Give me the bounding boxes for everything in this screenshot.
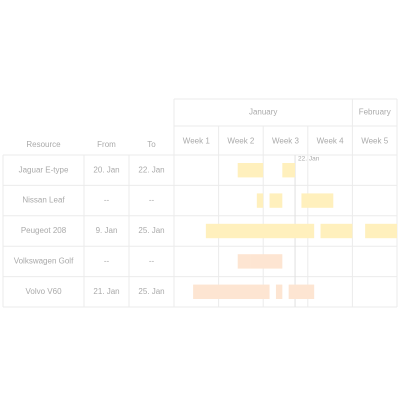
booking-bar	[269, 193, 283, 208]
booking-bars	[193, 163, 397, 299]
from-cell: --	[104, 196, 110, 205]
column-header-from: From	[97, 140, 116, 149]
from-cell: 9. Jan	[96, 226, 118, 235]
to-cell: 22. Jan	[138, 165, 164, 174]
current-date-label: 22. Jan	[298, 156, 320, 163]
booking-bar	[282, 163, 296, 178]
from-cell: 20. Jan	[93, 165, 119, 174]
booking-bar	[237, 163, 264, 178]
to-cell: 25. Jan	[138, 287, 164, 296]
from-cell: --	[104, 257, 110, 266]
column-header-to: To	[147, 140, 156, 149]
week-label: Week 3	[272, 137, 300, 146]
from-cell: 21. Jan	[93, 287, 119, 296]
to-cell: --	[149, 257, 155, 266]
booking-bar	[288, 284, 315, 299]
booking-bar	[205, 223, 315, 239]
booking-bar	[256, 193, 264, 208]
to-cell: 25. Jan	[138, 226, 164, 235]
chart-labels: January February Week 1 Week 2 Week 3 Week 4 W…	[14, 108, 391, 296]
week-label: Week 2	[227, 137, 255, 146]
month-label: January	[249, 108, 277, 117]
resource-cell: Nissan Leaf	[22, 196, 65, 205]
booking-bar	[301, 193, 334, 208]
column-header-resource: Resource	[26, 140, 61, 149]
grid-lines	[2, 98, 398, 308]
resource-cell: Volkswagen Golf	[14, 257, 74, 266]
booking-bar	[237, 254, 251, 269]
booking-bar	[365, 223, 397, 239]
resource-cell: Volvo V60	[25, 287, 62, 296]
booking-bar	[320, 223, 353, 239]
booking-bar	[275, 284, 283, 299]
resource-cell: Peugeot 208	[21, 226, 67, 235]
month-label: February	[359, 108, 391, 117]
to-cell: --	[149, 196, 155, 205]
week-label: Week 4	[317, 137, 345, 146]
booking-bar	[193, 284, 270, 299]
week-label: Week 5	[361, 137, 389, 146]
booking-bar	[250, 254, 283, 269]
week-label: Week 1	[183, 137, 211, 146]
resource-cell: Jaguar E-type	[19, 165, 69, 174]
